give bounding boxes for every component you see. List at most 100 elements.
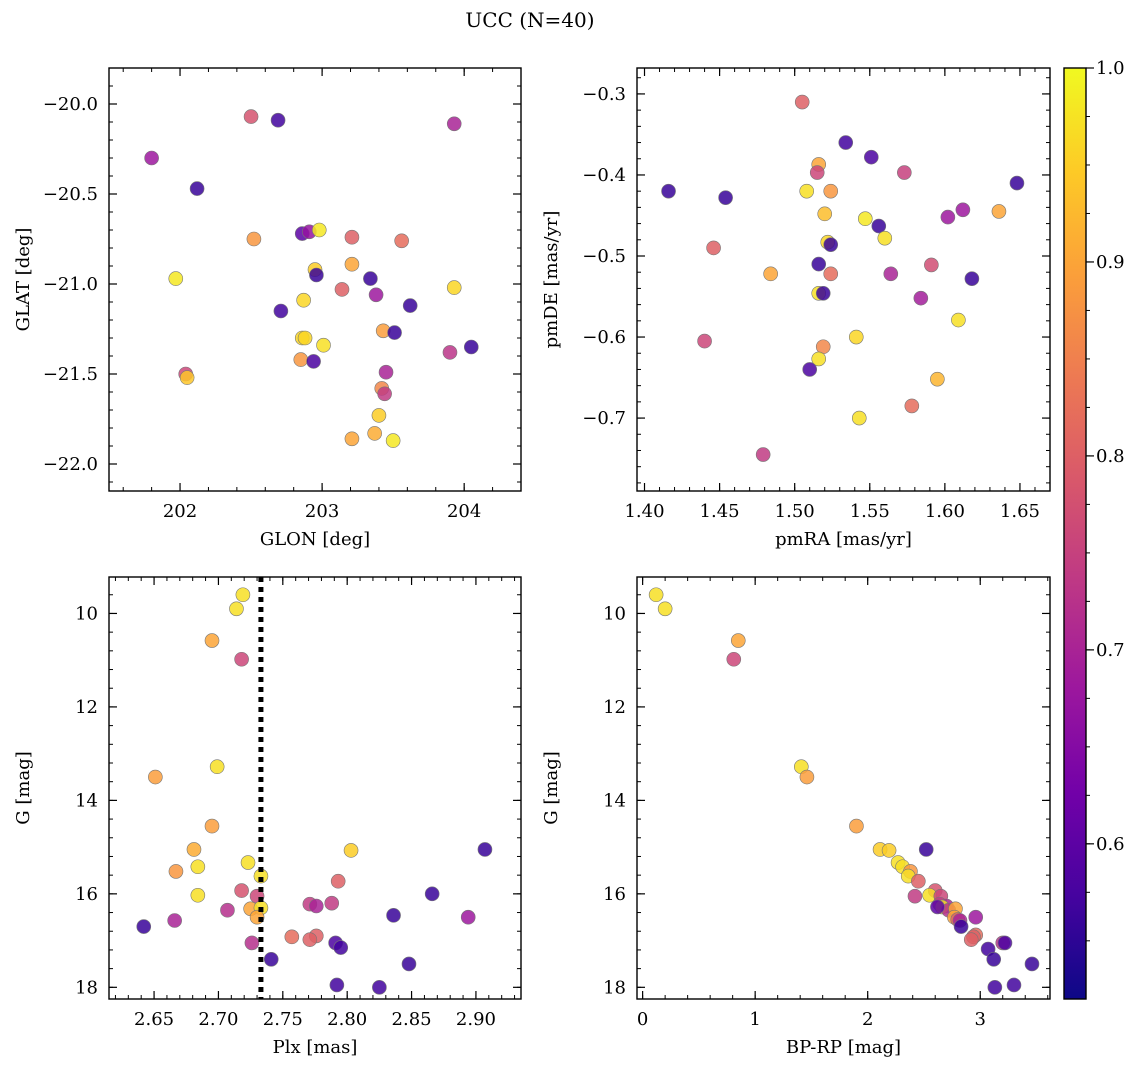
scatter-point	[334, 282, 350, 297]
scatter-point	[940, 209, 956, 225]
scatter-panel-2: 1.40 1.45 1.50 1.55 1.60 1.65 −0.7 −0.6 −0.5 −0.4…	[541, 67, 1051, 550]
major-ticks	[637, 68, 1050, 491]
scatter-point	[316, 337, 331, 353]
y-tick-label: 10	[75, 603, 98, 624]
scatter-point	[907, 888, 923, 904]
scatter-point	[343, 843, 359, 858]
minor-ticks	[637, 577, 1050, 999]
scatter-point	[823, 183, 839, 199]
scatter-point	[306, 354, 321, 369]
scatter-point	[706, 240, 721, 256]
scatter-point	[243, 109, 259, 124]
scatter-point	[235, 587, 251, 603]
scatter-point	[857, 211, 873, 227]
x-tick-label: 1.50	[775, 501, 815, 522]
scatter-point	[371, 408, 387, 423]
scatter-point	[849, 818, 864, 834]
scatter-point	[368, 287, 384, 303]
scatter-point	[209, 759, 225, 775]
scatter-point	[968, 909, 984, 925]
scatter-point	[446, 280, 462, 295]
scatter-point	[881, 843, 897, 858]
scatter-point	[330, 873, 346, 889]
scatter-point	[794, 94, 810, 110]
scatter-point	[189, 181, 205, 196]
scatter-point	[387, 325, 402, 340]
scatter-point	[951, 312, 966, 328]
scatter-point	[344, 256, 360, 272]
scatter-point	[987, 980, 1003, 995]
x-axis-label: pmRA [mas/yr]	[775, 529, 912, 550]
scatter-point	[930, 899, 945, 915]
scatter-point	[817, 206, 833, 222]
scatter-point	[148, 769, 163, 785]
scatter-point	[763, 266, 778, 282]
scatter-point	[293, 352, 309, 367]
y-tick-label: −20.5	[43, 184, 98, 205]
scatter-point	[877, 230, 893, 246]
scatter-point	[811, 351, 827, 367]
major-ticks	[109, 577, 521, 999]
scatter-point	[848, 329, 864, 345]
y-tick-label: −20.0	[43, 94, 98, 115]
x-tick-label: 2.90	[456, 1009, 496, 1030]
scatter-point	[234, 883, 249, 898]
scatter-point	[136, 919, 152, 934]
x-tick-label: 2	[862, 1009, 873, 1030]
axes-frame	[636, 67, 1051, 492]
scatter-point	[648, 587, 664, 603]
y-tick-label: 14	[603, 790, 626, 811]
scatter-point	[377, 386, 392, 402]
y-tick-label: −0.7	[582, 408, 626, 429]
y-tick-label: 18	[603, 977, 626, 998]
x-tick-label: 3	[975, 1009, 986, 1030]
colorbar-tick-label: 0.7	[1096, 640, 1125, 661]
scatter-point	[273, 303, 289, 319]
scatter-point	[697, 333, 712, 349]
scatter-point	[220, 902, 235, 918]
scatter-point	[1009, 175, 1025, 191]
scatter-point	[167, 913, 182, 928]
scatter-point	[918, 842, 934, 857]
scatter-point	[802, 362, 818, 377]
x-tick-label: 2.85	[392, 1009, 432, 1030]
x-tick-label: 203	[305, 501, 339, 522]
scatter-point	[329, 977, 345, 993]
scatter-point	[367, 426, 382, 441]
scatter-point	[823, 237, 839, 252]
scatter-point	[838, 135, 854, 150]
scatter-point	[911, 873, 926, 889]
x-tick-label: 2.80	[327, 1009, 367, 1030]
scatter-point	[726, 651, 742, 667]
scatter-point	[179, 370, 195, 385]
scatter-point	[270, 112, 286, 128]
scatter-point	[386, 908, 401, 923]
scatter-points	[648, 587, 1040, 995]
minor-ticks	[637, 68, 1051, 491]
scatter-point	[991, 204, 1007, 219]
x-tick-label: 2.70	[198, 1009, 238, 1030]
y-tick-label: 16	[75, 884, 98, 905]
y-tick-label: −21.0	[43, 274, 98, 295]
x-tick-label: 1	[749, 1009, 760, 1030]
y-tick-label: −0.4	[582, 165, 626, 186]
x-tick-label: 1.65	[1000, 501, 1040, 522]
axes-frame	[108, 576, 522, 1000]
x-tick-label: 2.65	[134, 1009, 174, 1030]
scatter-point	[904, 398, 920, 414]
scatter-point	[446, 116, 462, 132]
y-axis-label: G [mag]	[541, 751, 562, 824]
scatter-point	[168, 864, 184, 879]
x-tick-label: 0	[637, 1009, 648, 1030]
scatter-point	[229, 601, 244, 617]
scatter-point	[324, 895, 340, 911]
scatter-panel-1: 202 203 204 −22.0 −21.5 −21.0 −20.5 −20.0 GLON […	[13, 67, 522, 550]
colorbar-tick-label: 0.8	[1096, 446, 1125, 467]
scatter-point	[344, 229, 360, 245]
scatter-point	[385, 433, 401, 448]
colorbar: 0.6 0.7 0.8 0.9 1.0	[1063, 58, 1125, 1000]
x-tick-label: 202	[163, 501, 197, 522]
scatter-point	[240, 855, 256, 870]
